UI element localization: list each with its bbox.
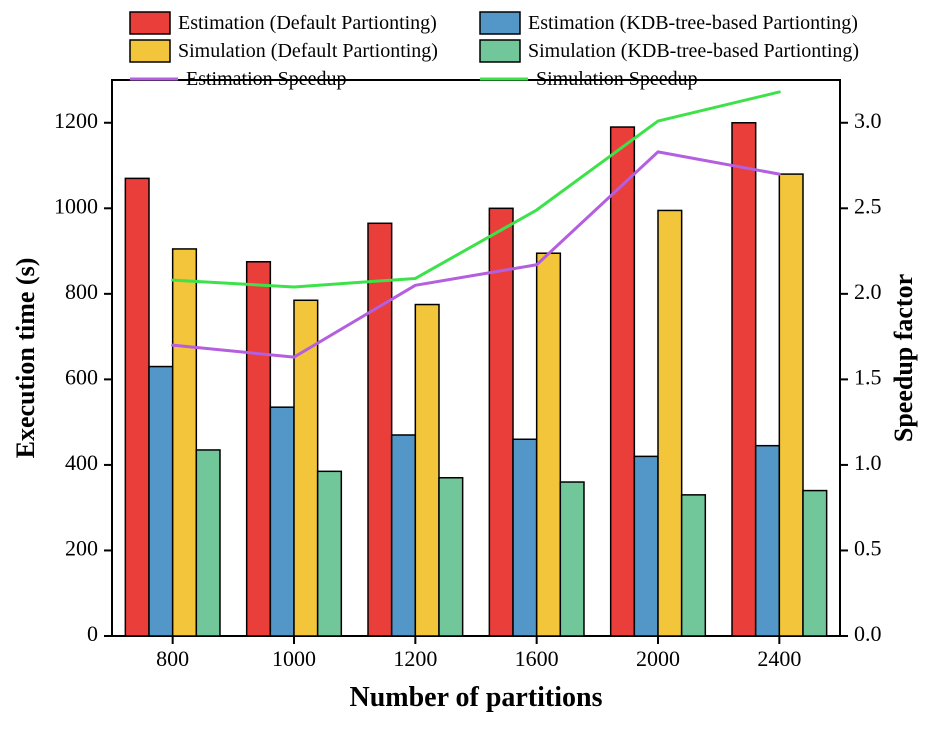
- y-left-tick-label: 600: [65, 364, 98, 389]
- bar-est_def: [611, 127, 635, 636]
- x-axis-title: Number of partitions: [349, 682, 602, 713]
- legend: Estimation (Default Partionting) Estimati…: [130, 12, 859, 90]
- bar-est_kdb: [149, 367, 173, 636]
- bar-sim_def: [658, 210, 682, 636]
- legend-swatch: [130, 12, 170, 34]
- y-right-tick-label: 0.0: [854, 621, 882, 646]
- plot-border: [112, 80, 840, 636]
- y-left-axis-title: Execution time (s): [11, 258, 40, 459]
- y-right-tick-label: 0.5: [854, 536, 882, 561]
- bar-est_kdb: [513, 439, 537, 636]
- bar-sim_def: [415, 305, 439, 636]
- y-right-tick-label: 2.0: [854, 279, 882, 304]
- y-right-axis-title: Speedup factor: [889, 274, 918, 442]
- legend-label: Simulation (Default Partionting): [178, 40, 438, 62]
- dual-axis-bar-line-chart: 0 200 400 600 800 1000 1200 0.0 0.5 1.0 1.5 2.0 2.5 3…: [0, 0, 935, 739]
- bar-est_kdb: [392, 435, 416, 636]
- y-left-tick-label: 400: [65, 450, 98, 475]
- bar-sim_def: [173, 249, 197, 636]
- y-right-tick-label: 1.5: [854, 364, 882, 389]
- legend-label: Estimation Speedup: [186, 68, 347, 90]
- bar-sim_kdb: [318, 471, 342, 636]
- y-left-tick-label: 1000: [54, 193, 98, 218]
- legend-swatch: [130, 40, 170, 62]
- x-tick-label: 1600: [515, 646, 559, 671]
- bar-sim_def: [779, 174, 803, 636]
- bar-est_kdb: [270, 407, 294, 636]
- x-tick-label: 2400: [757, 646, 801, 671]
- y-left-tick-label: 1200: [54, 108, 98, 133]
- bar-est_kdb: [756, 446, 780, 636]
- legend-swatch: [480, 12, 520, 34]
- y-right-tick-label: 2.5: [854, 193, 882, 218]
- x-tick-label: 1200: [393, 646, 437, 671]
- bar-est_def: [125, 178, 149, 636]
- x-tick-label: 2000: [636, 646, 680, 671]
- y-right-tick-label: 1.0: [854, 450, 882, 475]
- bar-est_kdb: [634, 456, 658, 636]
- y-left-tick-label: 0: [87, 621, 98, 646]
- legend-swatch: [480, 40, 520, 62]
- y-left-tick-label: 800: [65, 279, 98, 304]
- bar-est_def: [368, 223, 392, 636]
- bar-est_def: [247, 262, 271, 636]
- x-tick-label: 800: [156, 646, 189, 671]
- bar-sim_kdb: [803, 491, 827, 636]
- bar-sim_def: [537, 253, 561, 636]
- bar-sim_kdb: [560, 482, 584, 636]
- bar-sim_kdb: [196, 450, 220, 636]
- bar-sim_kdb: [682, 495, 706, 636]
- x-tick-label: 1000: [272, 646, 316, 671]
- legend-label: Simulation Speedup: [536, 68, 698, 90]
- bar-sim_kdb: [439, 478, 463, 636]
- y-left-tick-label: 200: [65, 536, 98, 561]
- line-sim_speedup: [173, 92, 780, 287]
- legend-label: Estimation (Default Partionting): [178, 12, 437, 34]
- legend-label: Simulation (KDB-tree-based Partionting): [528, 40, 859, 62]
- y-right-tick-label: 3.0: [854, 108, 882, 133]
- bar-est_def: [732, 123, 756, 636]
- legend-label: Estimation (KDB-tree-based Partionting): [528, 12, 858, 34]
